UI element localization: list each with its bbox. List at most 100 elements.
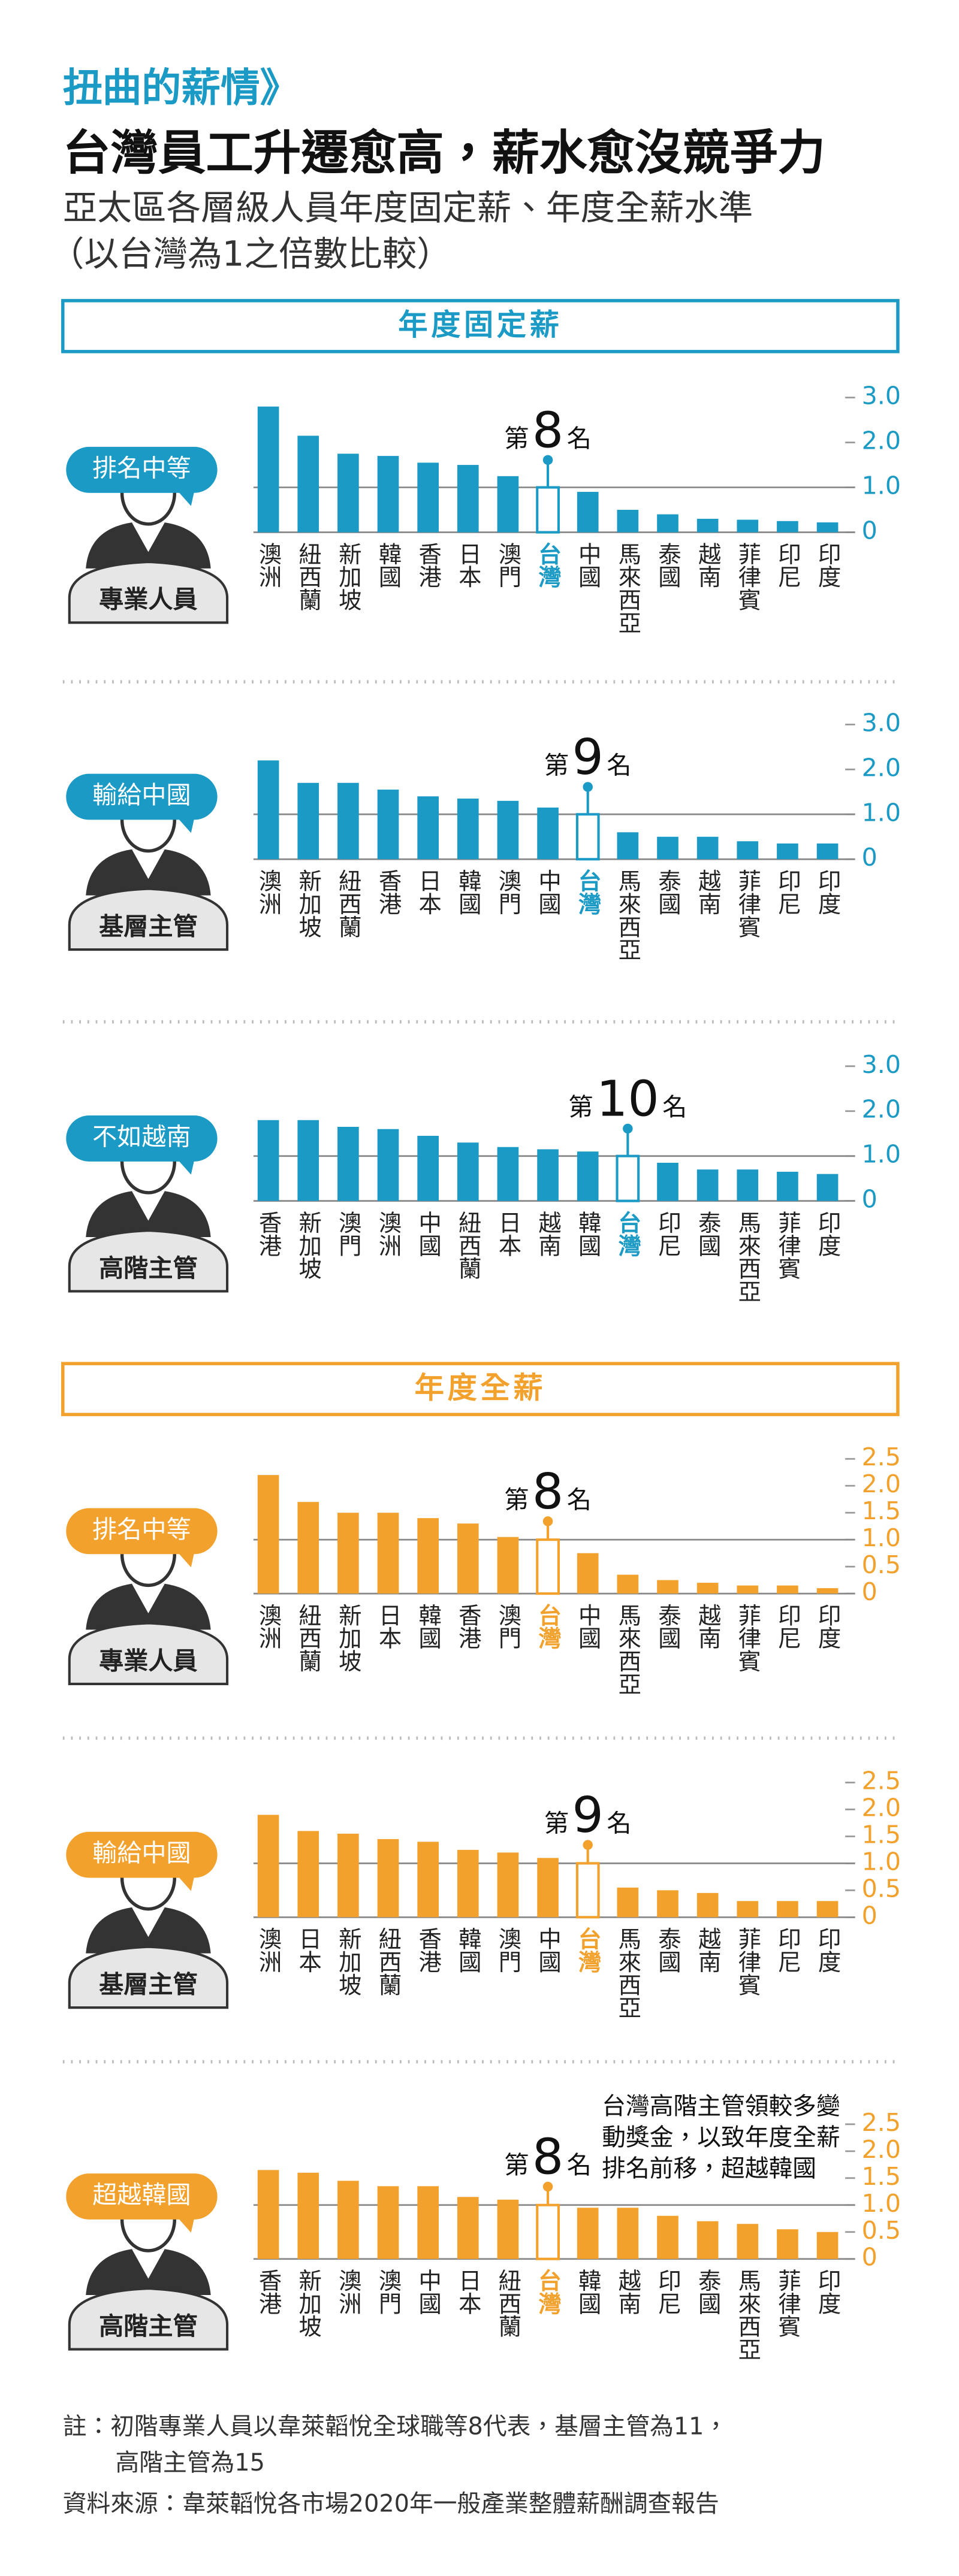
avatar-collar <box>131 1583 165 1613</box>
bar <box>497 2199 519 2259</box>
role-label: 高階主管 <box>99 2312 198 2341</box>
rank-suffix: 名 <box>607 1809 631 1838</box>
category-label: 越南 <box>614 2269 641 2315</box>
footnote: 高階主管為15 <box>116 2449 265 2477</box>
category-label: 紐西蘭 <box>295 542 322 611</box>
avatar-collar <box>131 849 165 879</box>
category-label: 泰國 <box>654 1927 681 1973</box>
category-label: 泰國 <box>654 869 681 915</box>
bar <box>696 1892 719 1918</box>
bar <box>737 1585 759 1594</box>
bar <box>737 1169 759 1201</box>
category-label: 紐西蘭 <box>334 869 361 938</box>
category-label: 菲律賓 <box>734 1927 761 1996</box>
role-label: 專業人員 <box>99 1646 198 1675</box>
badge <box>66 1115 218 1162</box>
chart: 高階主管 超越韓國 00.51.01.52.02.5 香港 新加坡 澳洲 澳門 中國 日本 紐西蘭… <box>66 2093 901 2361</box>
bar <box>377 456 399 533</box>
y-tick-label: 2.0 <box>862 1793 901 1822</box>
category-label: 紐西蘭 <box>494 2269 521 2338</box>
role-plate <box>68 887 229 951</box>
bar <box>816 1174 839 1201</box>
y-tick-label: 1.0 <box>862 1523 901 1552</box>
rank-suffix: 名 <box>567 1486 592 1514</box>
title: 台灣員工升遷愈高，薪水愈沒競爭力 <box>63 125 825 180</box>
bar <box>536 2203 560 2260</box>
y-tick-label: 2.5 <box>862 2108 901 2137</box>
badge-tail <box>177 818 195 833</box>
y-tick-label: 0.5 <box>862 1550 901 1579</box>
chart: 專業人員 排名中等 00.51.01.52.02.5 澳洲 紐西蘭 新加坡 日本 韓國 香港 澳門… <box>66 1443 901 1695</box>
y-tick-label: 1.0 <box>862 1847 901 1876</box>
y-tick-label: 1.0 <box>862 798 901 827</box>
category-label: 紐西蘭 <box>295 1603 322 1672</box>
category-label: 印尼 <box>774 542 801 588</box>
category-label: 台灣 <box>535 542 562 588</box>
y-tick-label: 1.0 <box>862 2189 901 2218</box>
rank-number: 8 <box>532 1464 563 1520</box>
category-label: 菲律賓 <box>774 1211 801 1280</box>
bar <box>696 1583 719 1594</box>
role-plate <box>68 1229 229 1293</box>
bar <box>657 1890 678 1918</box>
badge <box>66 1508 218 1555</box>
bar <box>417 2186 439 2259</box>
category-label: 菲律賓 <box>774 2269 801 2338</box>
category-label: 越南 <box>694 542 721 588</box>
bar <box>696 2221 719 2259</box>
rank-dot <box>583 782 593 792</box>
category-label: 印度 <box>814 1211 841 1257</box>
category-label: 馬來西亞 <box>614 1927 641 2019</box>
role-label: 高階主管 <box>99 1254 198 1283</box>
category-label: 韓國 <box>574 1211 601 1257</box>
bar <box>657 1162 678 1201</box>
category-label: 台灣 <box>574 1927 601 1973</box>
bar <box>777 1171 798 1201</box>
category-label: 新加坡 <box>334 1603 361 1672</box>
bar <box>377 2186 399 2259</box>
y-tick-label: 2.0 <box>862 753 901 782</box>
bar <box>696 519 719 533</box>
rank-dot <box>583 1840 593 1850</box>
bar <box>457 465 479 533</box>
bar <box>575 1862 600 1919</box>
bar <box>536 486 560 534</box>
category-label: 澳洲 <box>255 1927 282 1973</box>
bar <box>257 1120 279 1201</box>
bar <box>377 1513 399 1594</box>
y-tick-label: 0 <box>862 1577 877 1606</box>
y-tick-label: 2.0 <box>862 2135 901 2164</box>
bar <box>537 1858 559 1918</box>
section-title: 年度固定薪 <box>398 307 562 342</box>
category-label: 越南 <box>694 1927 721 1973</box>
bar <box>696 1169 719 1201</box>
bar <box>297 1502 319 1594</box>
category-label: 越南 <box>694 869 721 915</box>
role-label: 基層主管 <box>99 912 198 941</box>
category-label: 澳門 <box>494 542 521 588</box>
bar <box>377 1129 399 1201</box>
badge-label: 排名中等 <box>92 1515 191 1544</box>
y-tick-label: 0 <box>862 1185 877 1214</box>
badge-label: 超越韓國 <box>92 2181 191 2209</box>
badge-tail <box>177 1160 195 1175</box>
category-label: 香港 <box>454 1604 481 1650</box>
bar <box>457 799 479 860</box>
y-tick-label: 3.0 <box>862 708 901 737</box>
category-label: 泰國 <box>654 1604 681 1650</box>
category-label: 日本 <box>415 869 442 915</box>
avatar-collar <box>131 2249 165 2279</box>
category-label: 泰國 <box>694 1211 721 1257</box>
category-label: 澳門 <box>334 1211 361 1257</box>
bar <box>257 406 279 533</box>
category-label: 泰國 <box>654 542 681 588</box>
bar <box>297 782 319 860</box>
badge <box>66 773 218 820</box>
bar <box>457 1142 479 1201</box>
rank-prefix: 第 <box>544 1809 569 1838</box>
chart: 高階主管 不如越南 0 1.0 2.0 3.0 香港 新加坡 澳門 澳洲 中國 紐西蘭 日本 越南 韓國 台灣… <box>66 1050 901 1303</box>
y-tick-label: 1.5 <box>862 1820 901 1849</box>
rank-number: 8 <box>532 402 563 459</box>
y-tick-label: 2.0 <box>862 1470 901 1498</box>
